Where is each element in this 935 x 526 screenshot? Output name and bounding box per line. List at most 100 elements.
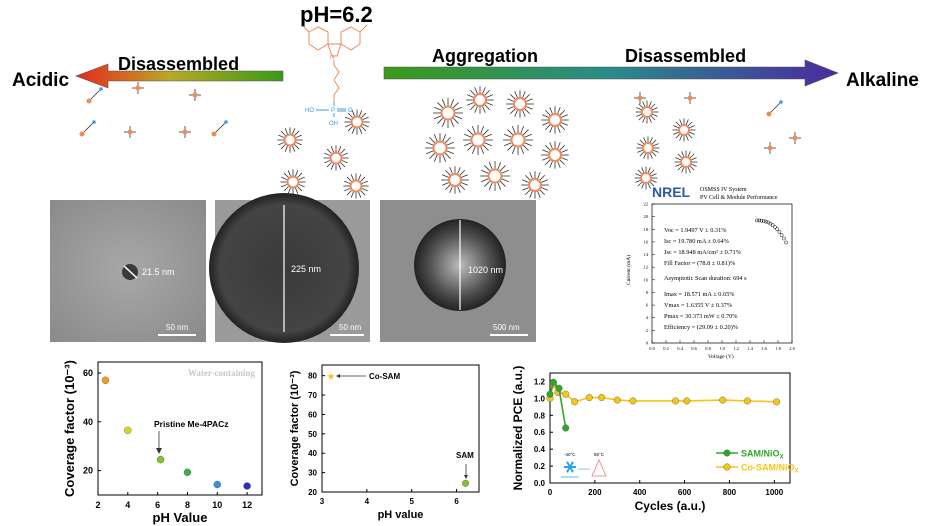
micelle [441,166,469,194]
tem-2-scale: 50 nm [339,323,362,332]
iv-point [782,236,786,241]
x-tick-label: 0 [548,488,553,497]
nrel-xtick: 1.6 [761,346,767,351]
nrel-system: OSMSS IV System [700,187,747,193]
single-molecule [211,120,228,137]
data-point [585,394,593,402]
y-tick-label: 0.0 [534,479,546,488]
data-point [719,396,727,404]
nrel-ytick: 10 [644,277,649,282]
co-sam-coverage-chart: 3 4 5 6 20 30 40 50 60 70 80 pH value Coverage facto… [289,364,480,521]
y-tick-label: 1.2 [534,377,546,386]
iv-point [757,218,762,223]
y-tick-label: 40 [308,449,317,458]
plot-frame [97,361,263,496]
single-molecule [766,100,783,117]
nrel-xtick: 2.0 [789,346,795,351]
x-tick-label: 5 [409,497,414,506]
iv-point [759,218,764,223]
iv-point [766,220,771,225]
x-tick-label: 4 [365,497,370,506]
nrel-ytick: 2 [646,328,648,333]
co-sam-label: Co-SAM [369,372,400,381]
nrel-result-line: Asymptotic Scan duration: 694 s [664,275,747,282]
callout-arrowhead [156,448,162,454]
iv-point [773,225,777,229]
nrel-xtick: 1.8 [775,346,781,351]
nrel-xtick: 1.0 [719,346,725,351]
ph-title: pH=6.2 [300,2,373,27]
nrel-iv-panel: NREL OSMSS IV System PV Cell & Module Pe… [625,184,796,360]
data-point [773,398,781,406]
y-tick-label: 20 [308,488,317,497]
sam-label: SAM [456,451,474,460]
plot-frame [321,364,480,493]
micelle [541,141,569,169]
single-molecule [634,92,646,104]
water-containing-annotation: Water-containing [188,368,256,378]
y-axis-label: Coverage factor (10⁻³) [62,360,77,497]
thermal-cycle-inset: -40°C 85°C [561,452,607,478]
nrel-ytick: 18 [644,227,649,232]
iv-point [755,218,759,223]
x-tick-label: 1000 [765,488,783,497]
iv-point [764,219,768,224]
alkaline-arrow [383,59,839,87]
micelle [672,118,696,142]
data-point [571,398,579,406]
nrel-ytick: 20 [644,214,649,219]
data-point [672,397,680,405]
hot-temp-label: 85°C [594,452,605,457]
data-point [629,397,637,405]
nrel-result-line: Efficiency = (29.09 ± 0.20)% [664,324,739,331]
micelle [280,169,306,195]
single-molecules [79,82,801,154]
y-tick-label: 0.2 [534,462,546,471]
iv-point [761,219,766,223]
nrel-xtick: 0.0 [649,346,655,351]
data-point [683,397,691,405]
co-sam-arrowhead [336,374,340,378]
x-tick-label: 6 [155,500,160,510]
right-disassembled-label: Disassembled [625,46,746,66]
nrel-ytick: 16 [644,239,649,244]
data-point [562,390,570,398]
legend-label: SAM/NiOX [741,449,784,461]
left-disassembled-label: Disassembled [118,54,239,74]
single-molecule [189,89,201,101]
nrel-xtick: 1.2 [733,346,739,351]
nrel-subtitle: PV Cell & Module Performance [700,194,778,201]
nrel-ytick: 0 [646,341,649,346]
data-point [213,480,221,489]
x-tick-label: 600 [678,488,692,497]
acidic-arrow [75,63,284,89]
micelle [425,133,455,163]
single-molecule [124,126,136,138]
nrel-xtick: 0.2 [663,346,669,351]
data-point [562,424,570,432]
nrel-ytick: 12 [644,265,649,270]
micelle [503,125,533,155]
alkaline-label: Alkaline [846,70,919,91]
molecule-p: P [331,108,335,114]
snowflake-icon [566,461,574,473]
tem-1-scale: 50 nm [166,323,189,332]
data-point [555,384,563,392]
nrel-xtick: 0.8 [705,346,711,351]
x-tick-label: 400 [633,488,647,497]
x-tick-label: 200 [588,488,602,497]
x-axis-label: pH Value [153,510,208,525]
y-tick-label: 60 [308,410,317,419]
nrel-xtick: 1.4 [747,346,753,351]
data-point [101,376,110,385]
micelle [635,100,659,124]
nrel-ylabel: Current (mA) [625,255,632,285]
data-point [723,463,731,471]
tem-2-size: 225 nm [291,264,321,274]
nrel-ytick: 22 [644,202,649,207]
single-molecule [132,82,144,94]
nrel-ytick: 8 [646,290,649,295]
micelle [433,98,463,128]
x-tick-label: 4 [125,500,130,510]
nrel-ytick: 4 [646,315,649,320]
